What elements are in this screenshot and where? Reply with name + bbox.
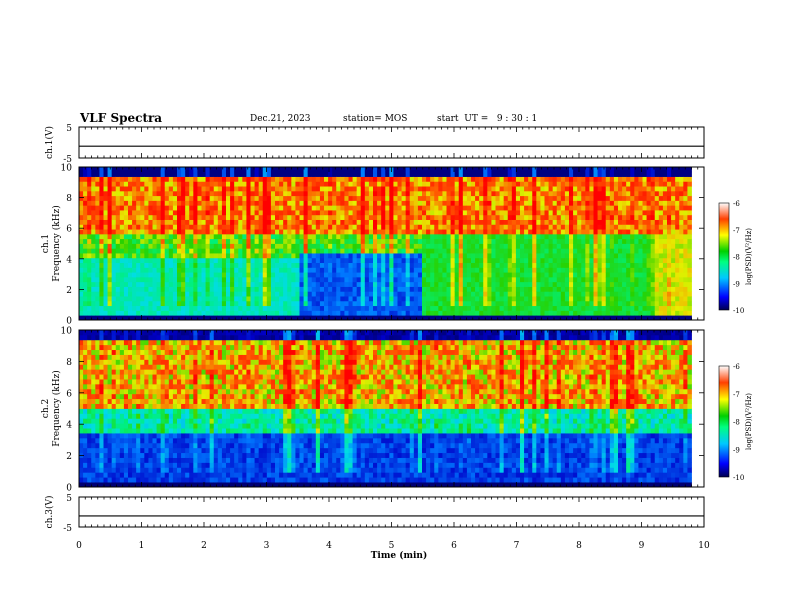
colorbar	[718, 365, 730, 478]
spectrogram-image-ch2	[79, 330, 692, 488]
colorbar	[718, 202, 730, 311]
colorbar-tick-label: -7	[733, 227, 740, 235]
xtick-label: 5	[389, 541, 395, 551]
ytick-label: 10	[61, 327, 73, 337]
ytick-label: 0	[66, 484, 72, 494]
y-axis-label: Frequency (kHz)	[51, 205, 62, 282]
xtick-label: 3	[264, 541, 270, 551]
colorbar-tick-label: -9	[733, 280, 740, 288]
y-axis-channel-label: ch.2	[41, 399, 51, 418]
ytick-label: 4	[66, 421, 72, 431]
ytick-label: 10	[61, 164, 73, 174]
colorbar-tick-label: -8	[733, 419, 740, 427]
xtick-label: 7	[514, 541, 520, 551]
xtick-label: 0	[76, 541, 82, 551]
xtick-label: 1	[139, 541, 145, 551]
panel-2	[78, 329, 705, 488]
panel-3	[78, 496, 705, 528]
xtick-label: 9	[639, 541, 645, 551]
ytick-label: 2	[66, 452, 72, 462]
y-axis-label: ch.3(V)	[44, 496, 55, 529]
colorbar-label: log(PSD)(V²/Hz)	[745, 393, 753, 450]
ytick-label: -5	[63, 524, 72, 534]
ytick-label: 6	[66, 389, 72, 399]
spectrogram-image-ch1	[79, 167, 692, 321]
ytick-label: 8	[66, 194, 72, 204]
ytick-label: 0	[66, 317, 72, 327]
panel-0	[78, 126, 705, 159]
colorbar-tick-label: -10	[733, 307, 744, 315]
y-axis-label: Frequency (kHz)	[51, 370, 62, 447]
ytick-label: 4	[66, 255, 72, 265]
station-label: station= MOS	[343, 114, 408, 124]
colorbar-tick-label: -6	[733, 363, 740, 371]
panel-1	[78, 166, 705, 321]
xtick-label: 10	[698, 541, 710, 551]
ytick-label: 2	[66, 286, 72, 296]
ytick-label: 6	[66, 225, 72, 235]
y-axis-label: ch.1(V)	[44, 126, 55, 159]
ytick-label: 5	[66, 124, 72, 134]
colorbar-tick-label: -6	[733, 200, 740, 208]
colorbar-label: log(PSD)(V²/Hz)	[745, 228, 753, 285]
colorbar-tick-label: -7	[733, 391, 740, 399]
figure-title: VLF Spectra	[80, 111, 163, 125]
colorbar-tick-label: -8	[733, 254, 740, 262]
xtick-label: 2	[201, 541, 207, 551]
y-axis-channel-label: ch.1	[41, 234, 51, 253]
colorbar-tick-label: -9	[733, 446, 740, 454]
colorbar-tick-label: -10	[733, 474, 744, 482]
x-axis-label: Time (min)	[371, 550, 428, 561]
xtick-label: 4	[326, 541, 332, 551]
xtick-label: 6	[451, 541, 457, 551]
ytick-label: 8	[66, 358, 72, 368]
date-label: Dec.21, 2023	[250, 114, 311, 124]
ytick-label: -5	[63, 155, 72, 165]
ytick-label: 5	[66, 494, 72, 504]
xtick-label: 8	[576, 541, 582, 551]
start-time-label: start UT = 9 : 30 : 1	[437, 114, 538, 124]
